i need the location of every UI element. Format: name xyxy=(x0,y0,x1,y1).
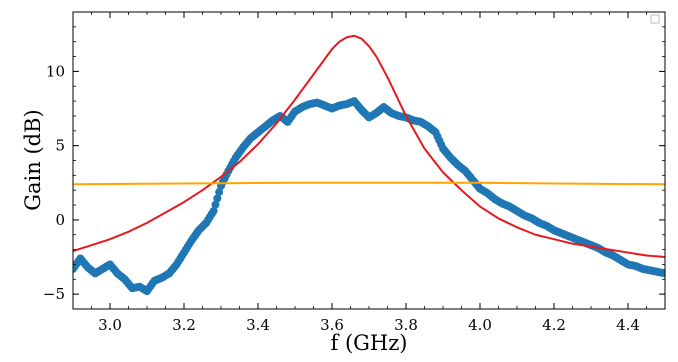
series-line-1 xyxy=(73,34,665,259)
x-tick-label: 3.2 xyxy=(172,316,196,334)
data-point xyxy=(215,188,224,197)
legend-box xyxy=(650,14,660,24)
x-tick-label: 3.0 xyxy=(98,316,122,334)
x-tick-label: 4.0 xyxy=(468,316,492,334)
x-tick-label: 3.6 xyxy=(320,316,344,334)
plot-frame xyxy=(72,11,666,310)
y-tick-label: 5 xyxy=(55,137,65,155)
y-tick-label: 0 xyxy=(55,211,65,229)
series-line-2 xyxy=(73,181,665,186)
data-point xyxy=(209,206,218,215)
data-point xyxy=(213,194,222,203)
y-axis-label-text: Gain (dB) xyxy=(21,109,45,210)
x-axis-label: f (GHz) xyxy=(331,331,408,355)
x-axis-label-text: f (GHz) xyxy=(331,331,408,355)
x-tick-label: 4.4 xyxy=(616,316,640,334)
x-tick-label: 4.2 xyxy=(542,316,566,334)
scatter-series-0 xyxy=(73,97,665,296)
ticks-layer: 3.0 3.2 3.4 3.6 3.8 4.0 4.2 4.4 −5 0 5 10 xyxy=(43,11,666,334)
y-tick-label: −5 xyxy=(43,285,65,303)
series-layer xyxy=(73,34,665,296)
y-tick-label: 10 xyxy=(46,62,65,80)
x-tick-label: 3.4 xyxy=(246,316,270,334)
x-tick-label: 3.8 xyxy=(394,316,418,334)
y-axis-label: Gain (dB) xyxy=(21,109,45,210)
data-point xyxy=(661,269,665,278)
data-point xyxy=(211,200,220,209)
